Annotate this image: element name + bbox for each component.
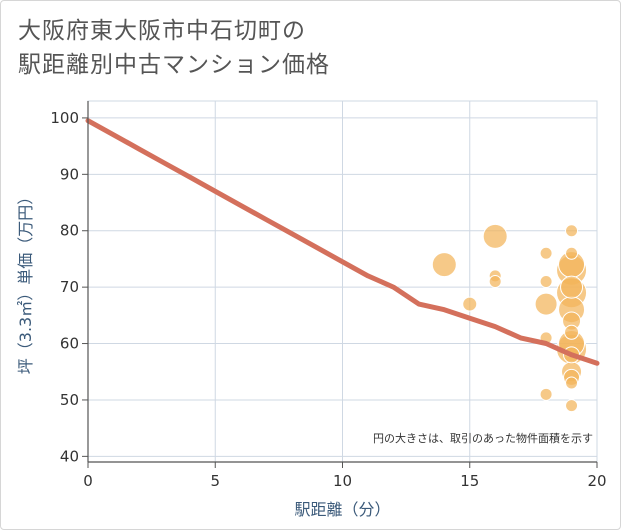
grid-lines	[87, 100, 598, 463]
y-tick-label-90: 90	[60, 165, 79, 183]
y-axis-title: 坪（3.3㎡）単価（万円）	[16, 189, 35, 374]
scatter-point	[539, 387, 553, 401]
trend-line	[85, 118, 600, 366]
scatter-points	[431, 223, 588, 413]
y-tick-label-60: 60	[60, 335, 79, 353]
scatter-point	[482, 223, 508, 249]
chart-title-line-1: 大阪府東大阪市中石切町の	[18, 18, 306, 44]
scatter-point	[565, 224, 579, 238]
size-legend-note: 円の大きさは、取引のあった物件面積を示す	[373, 431, 593, 445]
scatter-point	[564, 324, 580, 340]
x-tick-label-0: 0	[83, 472, 93, 490]
scatter-point	[565, 246, 579, 260]
y-tick-label-70: 70	[60, 278, 79, 296]
scatter-point	[565, 376, 579, 390]
trend-line-group	[85, 118, 600, 366]
scatter-point	[565, 399, 579, 413]
x-tick-label-15: 15	[460, 472, 479, 490]
scatter-point	[539, 246, 553, 260]
x-tick-label-5: 5	[210, 472, 220, 490]
y-tick-label-80: 80	[60, 222, 79, 240]
scatter-point	[539, 275, 553, 288]
x-tick-label-10: 10	[333, 472, 352, 490]
axes	[82, 101, 598, 468]
scatter-point	[534, 292, 558, 316]
chart-title: 大阪府東大阪市中石切町の 駅距離別中古マンション価格	[18, 14, 330, 82]
y-tick-label-100: 100	[50, 109, 79, 127]
scatter-point	[431, 252, 457, 278]
scatter-point	[462, 296, 478, 312]
tick-labels: 40 50 60 70 80 90 100 0 5 10 15 20	[50, 109, 606, 490]
y-tick-label-50: 50	[60, 391, 79, 409]
chart-title-line-2: 駅距離別中古マンション価格	[18, 52, 330, 78]
y-tick-label-40: 40	[60, 447, 79, 465]
scatter-point	[560, 275, 584, 299]
x-tick-label-20: 20	[587, 472, 606, 490]
scatter-point	[488, 275, 502, 288]
x-axis-title: 駅距離（分）	[294, 500, 390, 519]
